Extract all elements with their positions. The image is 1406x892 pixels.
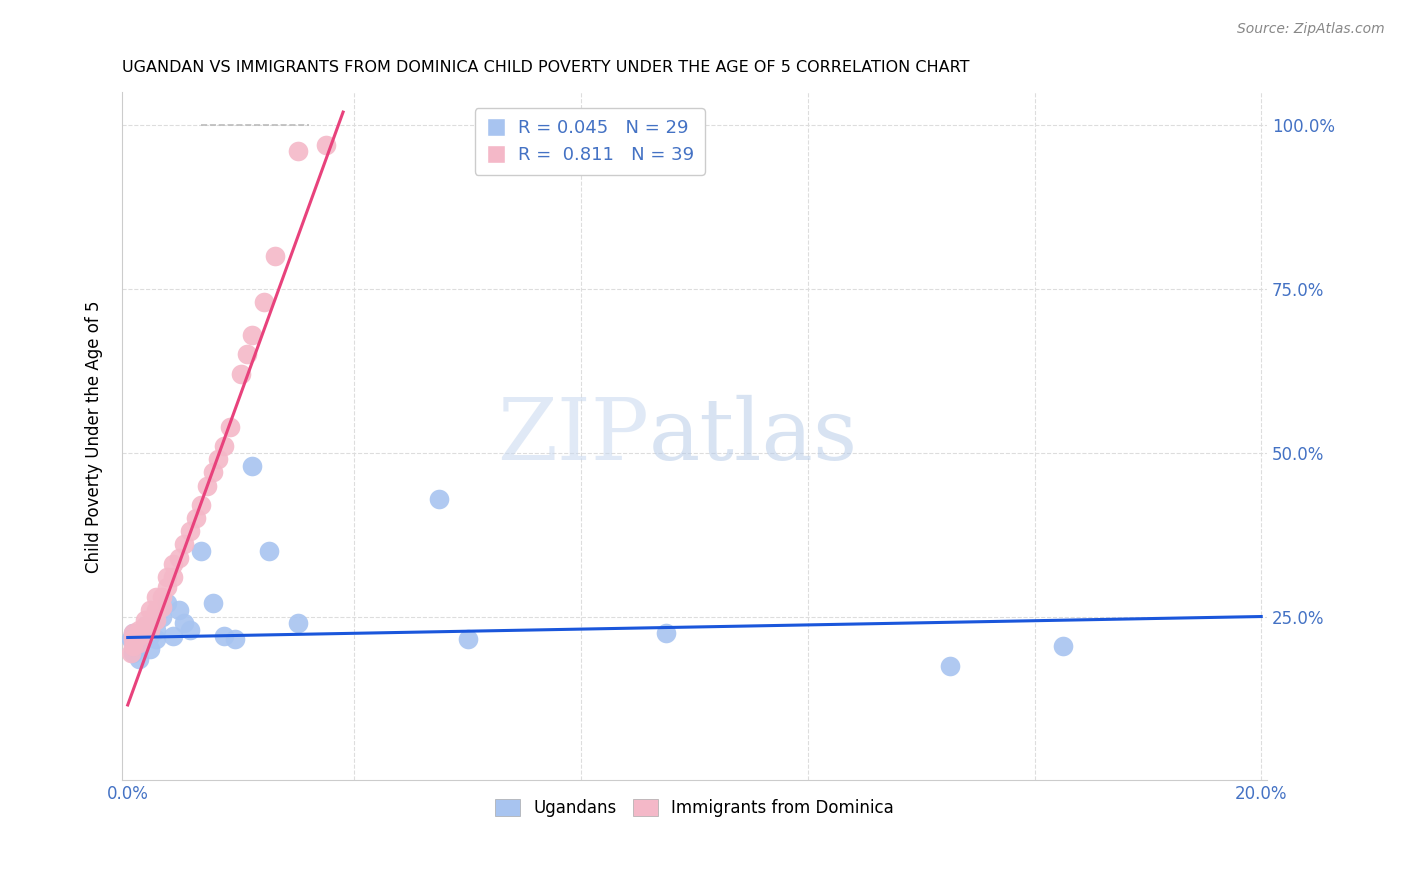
Point — [156, 580, 179, 594]
Point — [122, 646, 145, 660]
Point — [218, 419, 240, 434]
Text: Source: ZipAtlas.com: Source: ZipAtlas.com — [1237, 22, 1385, 37]
Point — [224, 632, 246, 647]
Point — [139, 623, 162, 637]
Point — [259, 544, 281, 558]
Point — [145, 632, 167, 647]
Point — [457, 632, 479, 647]
Point — [242, 458, 264, 473]
Point — [253, 295, 276, 310]
Point — [212, 629, 235, 643]
Point — [207, 452, 229, 467]
Point — [150, 590, 173, 604]
Point — [195, 478, 218, 492]
Point — [242, 327, 264, 342]
Point — [128, 629, 150, 643]
Point — [162, 629, 184, 643]
Point — [134, 626, 156, 640]
Point — [429, 491, 451, 506]
Legend: Ugandans, Immigrants from Dominica: Ugandans, Immigrants from Dominica — [488, 792, 901, 823]
Point — [122, 626, 145, 640]
Point — [128, 623, 150, 637]
Point — [167, 603, 190, 617]
Point — [134, 619, 156, 633]
Text: UGANDAN VS IMMIGRANTS FROM DOMINICA CHILD POVERTY UNDER THE AGE OF 5 CORRELATION: UGANDAN VS IMMIGRANTS FROM DOMINICA CHIL… — [122, 60, 970, 75]
Point — [655, 626, 678, 640]
Point — [145, 623, 167, 637]
Point — [1052, 639, 1074, 653]
Point — [120, 632, 142, 647]
Text: ZIP: ZIP — [496, 395, 648, 478]
Point — [139, 616, 162, 631]
Point — [122, 639, 145, 653]
Point — [120, 646, 142, 660]
Point — [179, 623, 201, 637]
Point — [201, 466, 224, 480]
Point — [173, 537, 195, 551]
Text: atlas: atlas — [648, 395, 858, 478]
Point — [287, 616, 309, 631]
Point — [162, 570, 184, 584]
Point — [145, 603, 167, 617]
Point — [128, 652, 150, 666]
Point — [139, 629, 162, 643]
Point — [122, 632, 145, 647]
Point — [184, 511, 207, 525]
Point — [150, 599, 173, 614]
Point — [162, 557, 184, 571]
Point — [173, 616, 195, 631]
Point — [212, 439, 235, 453]
Point — [156, 596, 179, 610]
Point — [145, 590, 167, 604]
Point — [190, 498, 212, 512]
Point — [179, 524, 201, 539]
Y-axis label: Child Poverty Under the Age of 5: Child Poverty Under the Age of 5 — [86, 300, 103, 573]
Point — [134, 613, 156, 627]
Point — [150, 609, 173, 624]
Point — [122, 626, 145, 640]
Point — [287, 145, 309, 159]
Point — [128, 636, 150, 650]
Point — [315, 137, 337, 152]
Point — [938, 658, 960, 673]
Point — [145, 613, 167, 627]
Point — [201, 596, 224, 610]
Point — [264, 249, 287, 263]
Point — [139, 603, 162, 617]
Point — [229, 367, 252, 381]
Point — [190, 544, 212, 558]
Point — [156, 570, 179, 584]
Point — [167, 550, 190, 565]
Point — [235, 347, 257, 361]
Point — [134, 619, 156, 633]
Point — [139, 642, 162, 657]
Point — [134, 632, 156, 647]
Point — [128, 636, 150, 650]
